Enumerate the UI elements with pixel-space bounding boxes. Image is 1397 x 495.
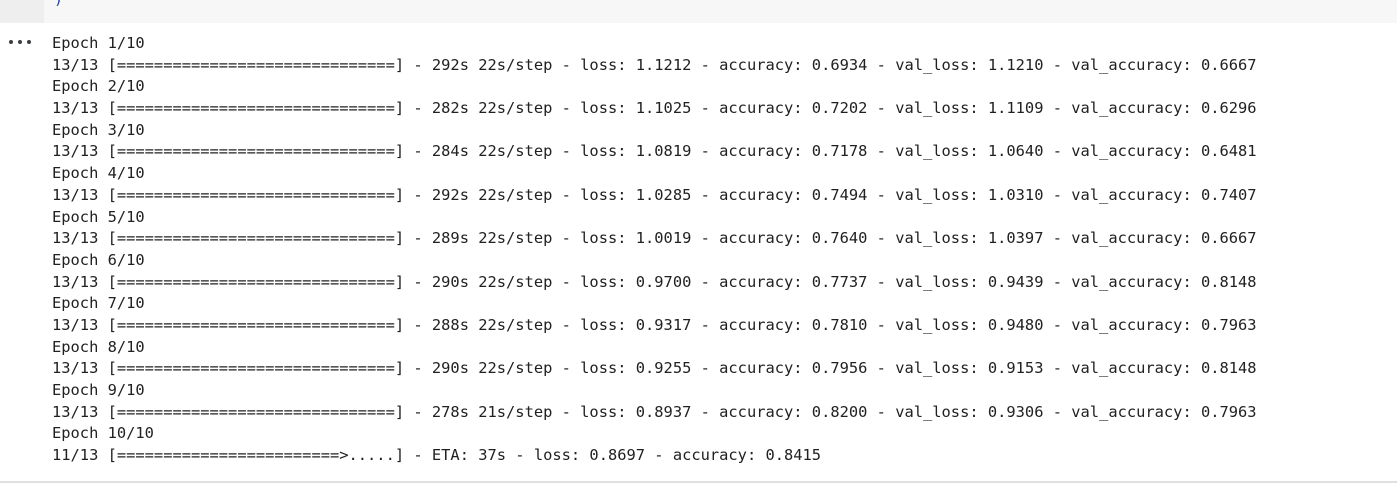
output-line: Epoch 10/10	[52, 424, 154, 443]
output-line: 13/13 [==============================] -…	[52, 272, 1257, 291]
output-line: 11/13 [========================>.....] -…	[52, 446, 822, 465]
code-cell-gutter	[0, 0, 44, 23]
output-line: 13/13 [==============================] -…	[52, 359, 1257, 378]
output-line: 13/13 [==============================] -…	[52, 229, 1257, 248]
output-line: 13/13 [==============================] -…	[52, 402, 1257, 421]
output-line: 13/13 [==============================] -…	[52, 142, 1257, 161]
output-line: 13/13 [==============================] -…	[52, 55, 1257, 74]
output-line: Epoch 5/10	[52, 207, 145, 226]
code-cell-tail[interactable]: )	[0, 0, 1397, 23]
code-last-line: )	[54, 0, 63, 8]
training-log-output: Epoch 1/10 13/13 [=======================…	[52, 33, 1257, 467]
output-line: Epoch 2/10	[52, 77, 145, 96]
cell-output-area: Epoch 1/10 13/13 [=======================…	[0, 23, 1397, 482]
output-bottom-divider	[0, 481, 1397, 483]
more-horizontal-icon[interactable]	[9, 37, 31, 47]
output-line: 13/13 [==============================] -…	[52, 185, 1257, 204]
output-line: Epoch 9/10	[52, 381, 145, 399]
output-line: 13/13 [==============================] -…	[52, 315, 1257, 334]
output-line: Epoch 3/10	[52, 120, 145, 139]
output-line: Epoch 6/10	[52, 250, 145, 269]
output-line: Epoch 8/10	[52, 337, 145, 356]
output-line: Epoch 7/10	[52, 294, 145, 313]
output-line: Epoch 1/10	[52, 34, 145, 52]
output-line: 13/13 [==============================] -…	[52, 99, 1257, 118]
output-line: Epoch 4/10	[52, 164, 145, 183]
